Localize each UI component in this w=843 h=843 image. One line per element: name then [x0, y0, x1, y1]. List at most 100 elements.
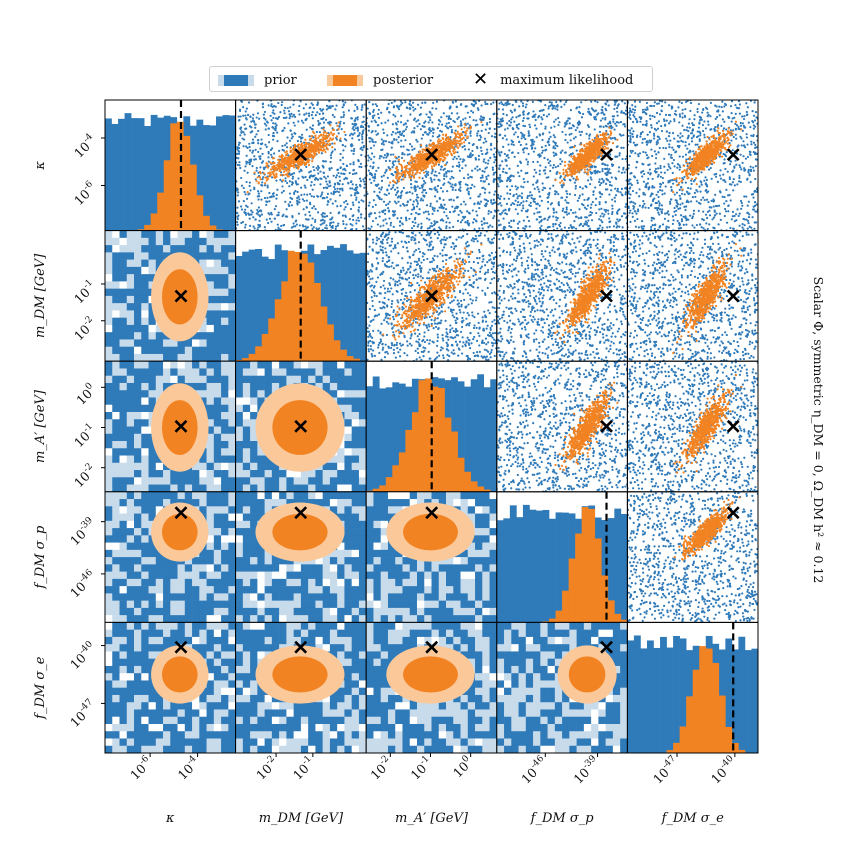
prior-point — [357, 206, 361, 209]
prior-point — [397, 200, 400, 203]
posterior-point — [414, 159, 417, 163]
prior-point — [382, 139, 385, 142]
prior-point — [316, 165, 320, 168]
prior-point — [520, 169, 523, 172]
prior-point — [341, 143, 345, 147]
prior-point — [289, 114, 292, 118]
prior-point — [240, 184, 244, 187]
prior-point — [413, 126, 416, 130]
prior-point — [274, 105, 277, 108]
posterior-point — [456, 142, 460, 145]
prior-point — [303, 199, 306, 203]
prior-point — [484, 205, 487, 208]
prior-point — [506, 192, 509, 195]
posterior-point — [310, 134, 313, 138]
prior-point — [560, 228, 563, 231]
posterior-point — [339, 137, 342, 140]
prior-point — [446, 126, 449, 129]
posterior-point — [403, 171, 406, 175]
prior-point — [418, 208, 421, 211]
prior-point — [433, 174, 436, 177]
prior-point — [274, 205, 278, 208]
prior-point — [451, 165, 454, 168]
prior-point — [623, 125, 627, 128]
prior-point — [297, 212, 300, 215]
prior-point — [270, 103, 273, 106]
prior-point — [553, 136, 556, 139]
prior-point — [357, 138, 361, 141]
posterior-point — [452, 149, 455, 153]
prior-point — [598, 191, 601, 194]
prior-point — [503, 128, 507, 131]
posterior-point — [290, 157, 293, 160]
prior-point — [612, 225, 616, 228]
prior-point — [293, 132, 296, 135]
prior-point — [527, 134, 530, 137]
prior-point — [561, 149, 564, 152]
prior-point — [263, 196, 267, 200]
prior-point — [415, 193, 419, 196]
prior-point — [610, 163, 614, 166]
prior-point — [523, 181, 526, 184]
prior-point — [450, 185, 453, 188]
prior-point — [469, 134, 472, 137]
prior-point — [492, 198, 495, 202]
prior-point — [342, 162, 345, 166]
posterior-point — [430, 144, 433, 147]
prior-point — [352, 169, 355, 172]
prior-point — [584, 216, 587, 219]
prior-point — [248, 217, 251, 220]
prior-point — [434, 189, 437, 192]
prior-point — [311, 124, 315, 127]
prior-point — [555, 216, 558, 219]
prior-point — [516, 222, 520, 225]
prior-point — [615, 121, 618, 124]
posterior-point — [449, 150, 452, 153]
prior-point — [237, 152, 241, 155]
posterior-point — [289, 149, 292, 152]
posterior-point — [297, 167, 300, 170]
prior-point — [602, 125, 605, 128]
prior-point — [560, 160, 564, 163]
prior-point — [324, 118, 328, 121]
prior-point — [471, 111, 475, 114]
prior-point — [513, 155, 516, 158]
posterior-point — [307, 163, 311, 167]
prior-point — [348, 218, 351, 221]
prior-point — [290, 226, 293, 229]
posterior-point — [417, 156, 420, 159]
prior-point — [482, 116, 485, 119]
posterior-point — [283, 162, 287, 165]
prior-point — [286, 136, 289, 139]
prior-point — [613, 196, 616, 199]
prior-point — [492, 101, 495, 104]
prior-point — [526, 196, 529, 200]
prior-point — [474, 102, 478, 105]
prior-point — [540, 146, 544, 149]
posterior-point — [437, 138, 440, 141]
posterior-point — [460, 142, 463, 145]
prior-point — [373, 179, 376, 182]
prior-point — [345, 199, 348, 203]
prior-point — [243, 169, 246, 172]
prior-point — [482, 141, 485, 144]
prior-point — [464, 148, 467, 151]
prior-point — [319, 223, 322, 226]
prior-point — [316, 168, 319, 171]
prior-point — [478, 202, 481, 205]
prior-point — [360, 199, 363, 202]
prior-point — [620, 146, 623, 149]
posterior-point — [269, 168, 273, 171]
prior-point — [568, 127, 571, 130]
prior-point — [252, 216, 255, 219]
prior-point — [467, 192, 470, 195]
prior-point — [416, 202, 420, 205]
prior-point — [599, 224, 602, 227]
posterior-point — [420, 144, 423, 147]
prior-point — [487, 183, 491, 186]
prior-point — [336, 187, 339, 190]
prior-point — [257, 206, 261, 209]
prior-point — [279, 178, 282, 182]
prior-point — [557, 123, 560, 127]
prior-point — [414, 221, 417, 224]
